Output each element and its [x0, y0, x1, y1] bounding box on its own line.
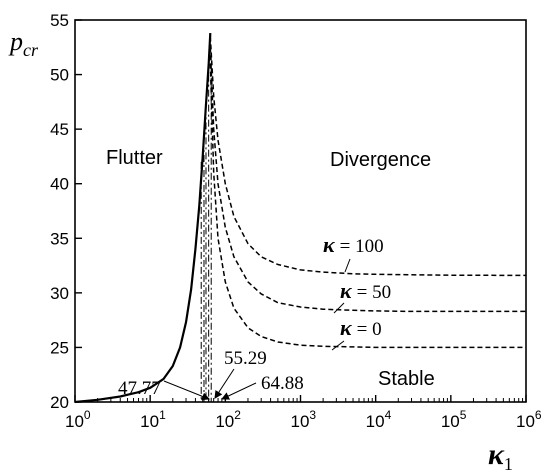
y-tick-label: 55 [50, 11, 69, 30]
x-tick-label: 104 [366, 408, 392, 431]
svg-text:κ= 0: κ = 0 [340, 315, 382, 340]
curve-label-kappa-0-value: = 0 [357, 319, 382, 340]
series-line-2 [209, 47, 526, 313]
curve-label-kappa-50-leader [333, 302, 345, 314]
curve-label-kappa-50-value: = 50 [357, 282, 391, 303]
x-axis-label-sub: 1 [504, 454, 513, 474]
curve-label-kappa-100-value: = 100 [340, 236, 384, 257]
svg-text:64.88: 64.88 [261, 373, 304, 394]
svg-text:47.77: 47.77 [118, 378, 161, 399]
svg-text:κ= 50: κ = 50 [340, 278, 391, 303]
curve-label-kappa-100-symbol: κ [323, 232, 336, 257]
x-axis-label-main: κ [488, 438, 505, 471]
curve-label-kappa-50-symbol: κ [340, 278, 353, 303]
curve-label-kappa-100: κ = 100 [323, 232, 384, 273]
annotation-47-77-arrow [163, 380, 210, 401]
y-tick-label: 45 [50, 120, 69, 139]
x-tick-label: 106 [516, 408, 542, 431]
tick-labels: 100 101 102 103 104 105 106 20 25 30 35 40 45 50 55 [50, 11, 542, 431]
plot-lines [74, 33, 527, 404]
annotation-55-29-arrow [214, 368, 235, 399]
svg-text:55.29: 55.29 [224, 348, 267, 369]
region-label-flutter: Flutter [106, 147, 163, 169]
annotation-55-29: 55.29 [214, 348, 267, 399]
curve-label-kappa-100-leader [344, 258, 351, 273]
y-tick-label: 25 [50, 338, 69, 357]
annotation-64-88: 64.88 [221, 373, 304, 400]
curve-label-kappa-0-leader [331, 340, 345, 351]
flutter-boundary-curve [74, 33, 212, 404]
plot-frame [74, 19, 527, 403]
y-axis-label-sub: cr [23, 40, 39, 60]
x-tick-label: 105 [441, 408, 467, 431]
x-tick-label: 100 [65, 408, 91, 431]
y-tick-label: 35 [50, 229, 69, 248]
curve-label-kappa-50: κ = 50 [333, 278, 391, 314]
region-label-divergence: Divergence [330, 149, 431, 171]
curve-label-kappa-0-symbol: κ [340, 315, 353, 340]
y-tick-label: 20 [50, 393, 69, 412]
annotation-64-88-arrow [221, 382, 257, 400]
series-line-3 [209, 63, 526, 349]
y-axis-label: pcr [8, 27, 39, 60]
x-tick-label: 101 [140, 408, 166, 431]
y-tick-label: 50 [50, 66, 69, 85]
y-axis-label-main: p [8, 27, 23, 56]
y-tick-label: 30 [50, 284, 69, 303]
svg-text:κ= 100: κ = 100 [323, 232, 384, 257]
curve-label-kappa-0: κ = 0 [331, 315, 382, 351]
region-label-stable: Stable [378, 368, 435, 390]
series-line-1 [209, 36, 527, 277]
x-tick-label: 102 [215, 408, 241, 431]
y-tick-label: 40 [50, 175, 69, 194]
annotation-47-77: 47.77 [118, 378, 210, 401]
x-axis-label: κ1 [488, 438, 513, 474]
x-tick-label: 103 [291, 408, 317, 431]
axis-ticks [74, 19, 527, 403]
